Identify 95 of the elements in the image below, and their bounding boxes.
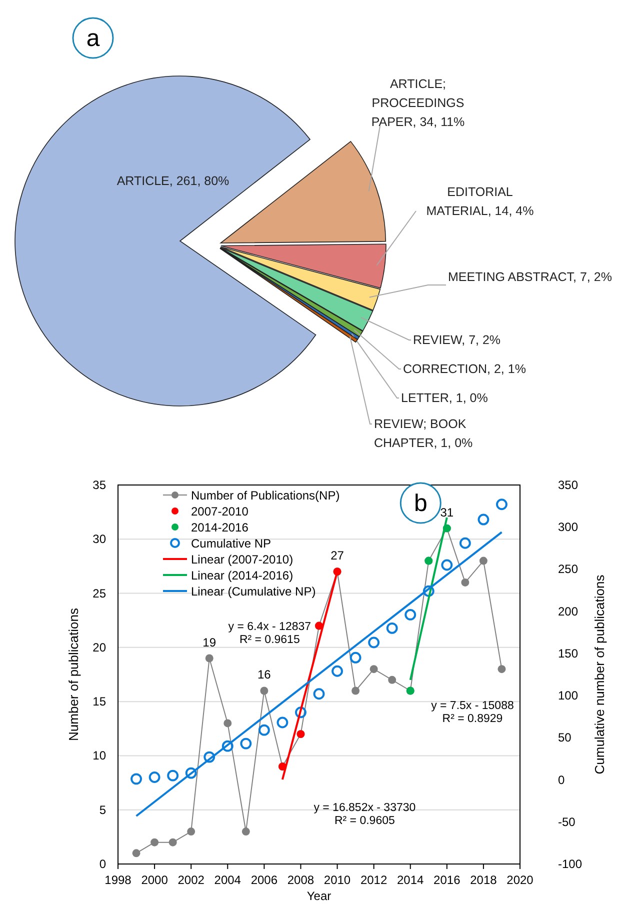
y2-tick-label: 100 <box>558 688 578 703</box>
y-tick-label: 25 <box>92 586 106 600</box>
slice-label: REVIEW; BOOK CHAPTER, 1, 0% <box>374 417 473 450</box>
data-label: 16 <box>258 668 272 682</box>
legend-label: 2014-2016 <box>191 520 249 534</box>
y2-tick-label: 50 <box>558 730 572 745</box>
y2-tick-label: 350 <box>558 478 578 492</box>
annotation: y = 6.4x - 12837 <box>228 621 312 634</box>
annotation: y = 16.852x - 33730 <box>314 802 416 814</box>
x-tick-label: 2020 <box>506 873 534 887</box>
x-tick-label: 2012 <box>360 873 388 887</box>
x-tick-label: 2000 <box>141 873 168 887</box>
y-tick-label: 0 <box>99 857 106 871</box>
x-tick-label: 2018 <box>470 873 498 887</box>
x-tick-label: 2006 <box>250 873 278 887</box>
point <box>404 608 416 620</box>
point <box>242 828 250 836</box>
slice-label: ARTICLE, 261, 80% <box>116 174 230 188</box>
point <box>205 654 214 662</box>
point <box>148 772 160 783</box>
point <box>204 751 216 763</box>
chart-title: a <box>86 25 100 52</box>
slice-label: REVIEW, 7, 2% <box>413 333 501 347</box>
y2-tick-label: 250 <box>558 562 578 576</box>
point <box>313 688 325 700</box>
y-tick-label: 10 <box>92 748 106 763</box>
point <box>459 537 471 549</box>
legend-label: 2007-2010 <box>191 504 249 518</box>
slice-label: ARTICLE; PROCEEDINGS PAPER, 34, 11% <box>371 77 465 129</box>
legend-label: Linear (2014-2016) <box>191 568 294 582</box>
point <box>370 665 378 674</box>
x-tick-label: 2004 <box>214 873 242 887</box>
point <box>167 770 179 782</box>
y-tick-label: 20 <box>92 640 106 654</box>
point <box>150 838 159 846</box>
point <box>422 585 434 597</box>
point <box>187 828 196 836</box>
point <box>461 578 470 586</box>
point <box>388 676 396 684</box>
point <box>130 773 142 785</box>
slice-label: EDITORIAL MATERIAL, 14, 4% <box>426 185 534 218</box>
y-tick-label: 35 <box>92 478 106 492</box>
annotation: y = 7.5x - 15088 <box>431 700 514 712</box>
y-tick-label: 30 <box>92 532 106 546</box>
y2-axis-title: Cumulative number of publications <box>592 574 607 774</box>
x-axis-title: Year <box>306 889 332 903</box>
y2-tick-label: 0 <box>558 772 565 787</box>
point <box>350 652 362 664</box>
legend-label: Linear (Cumulative NP) <box>191 584 316 598</box>
y2-tick-label: 300 <box>558 520 578 534</box>
point <box>478 514 490 526</box>
slice-label: LETTER, 1, 0% <box>401 391 488 405</box>
y-tick-label: 15 <box>92 694 106 709</box>
y-axis-title: Number of publications <box>66 608 81 741</box>
point <box>496 498 508 510</box>
legend-label: Cumulative NP <box>191 536 272 550</box>
x-tick-label: 2010 <box>324 873 351 887</box>
point <box>295 706 306 718</box>
legend-label: Number of Publications(NP) <box>191 488 340 502</box>
y2-tick-label: -100 <box>558 857 582 871</box>
legend-label: Linear (2007-2010) <box>191 552 294 566</box>
point <box>332 665 343 677</box>
point <box>441 559 453 571</box>
point <box>224 719 232 728</box>
x-tick-label: 2014 <box>397 873 424 887</box>
x-tick-label: 1998 <box>104 873 132 887</box>
chart-title: b <box>414 490 428 517</box>
annotation: R² = 0.8929 <box>442 713 503 726</box>
y2-tick-label: 150 <box>558 646 578 660</box>
point <box>352 686 360 695</box>
x-tick-label: 2016 <box>434 873 461 887</box>
point <box>185 767 197 779</box>
y-tick-label: 5 <box>99 802 106 817</box>
point <box>132 849 140 858</box>
point <box>260 686 268 695</box>
y2-tick-label: -50 <box>558 814 576 829</box>
point <box>222 740 234 752</box>
point <box>258 724 270 736</box>
point <box>368 636 380 648</box>
x-tick-label: 2002 <box>178 873 205 887</box>
annotation: R² = 0.9605 <box>334 814 395 827</box>
point <box>386 622 398 634</box>
y2-tick-label: 200 <box>558 604 578 618</box>
point <box>276 716 288 728</box>
data-label: 19 <box>202 635 216 650</box>
slice-label: MEETING ABSTRACT, 7, 2% <box>448 270 612 284</box>
slice-label: CORRECTION, 2, 1% <box>403 362 526 376</box>
data-label: 27 <box>330 548 344 563</box>
point <box>240 738 252 750</box>
point <box>479 556 488 565</box>
point <box>498 665 506 674</box>
point <box>168 838 177 846</box>
annotation: R² = 0.9615 <box>239 634 300 646</box>
data-label: 31 <box>440 505 454 520</box>
x-tick-label: 2008 <box>287 873 314 887</box>
